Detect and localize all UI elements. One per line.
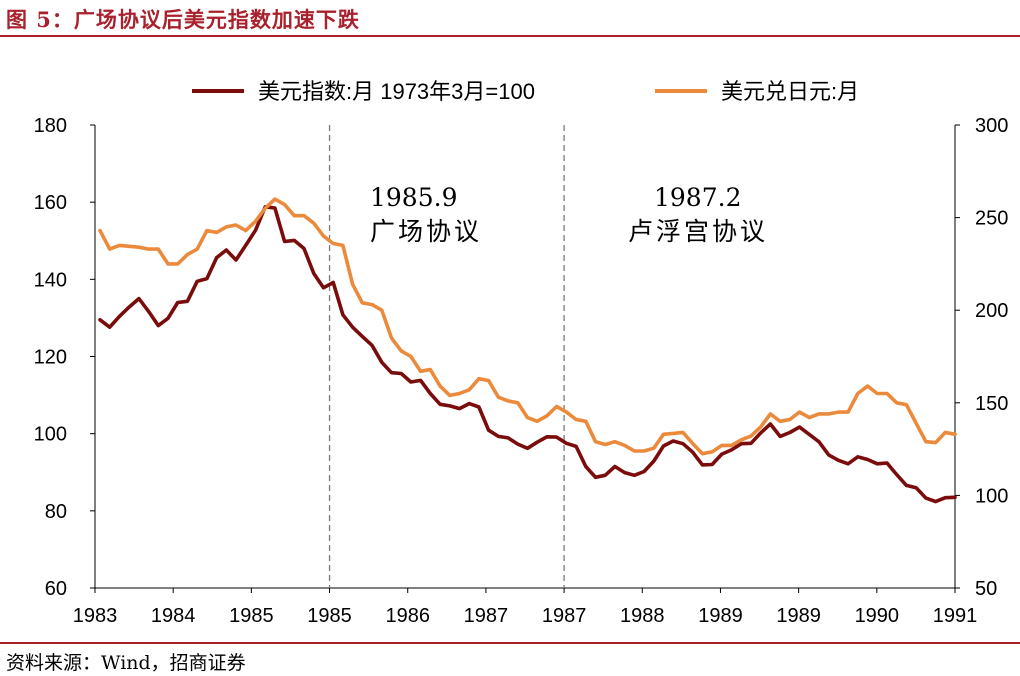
legend-label-1: 美元指数:月 1973年3月=100 xyxy=(258,79,535,104)
annotation-plaza-accord: 广场协议 xyxy=(370,217,482,246)
y-left-tick-label: 60 xyxy=(45,578,67,600)
y-left-tick-label: 140 xyxy=(34,269,67,291)
x-tick-label: 1983 xyxy=(73,605,118,627)
x-tick-label: 1989 xyxy=(776,605,821,627)
x-tick-label: 1984 xyxy=(151,605,196,627)
source-rule xyxy=(0,642,1020,644)
y-right-tick-label: 200 xyxy=(975,300,1008,322)
x-tick-label: 1987 xyxy=(542,605,587,627)
series-line-1 xyxy=(98,205,957,504)
y-left-tick-label: 160 xyxy=(34,192,67,214)
legend-label-2: 美元兑日元:月 xyxy=(721,79,859,104)
annotation-1987-2-date: 1987.2 xyxy=(654,183,741,212)
x-tick-label: 1985 xyxy=(229,605,274,627)
x-tick-label: 1990 xyxy=(855,605,900,627)
chart-annotations: 1985.9 广场协议 1987.2 卢浮宫协议 xyxy=(370,183,768,246)
annotation-1985-9-date: 1985.9 xyxy=(370,183,457,212)
x-tick-label: 1987 xyxy=(464,605,509,627)
y-left-tick-label: 100 xyxy=(34,424,67,446)
x-tick-label: 1991 xyxy=(933,605,978,627)
x-tick-label: 1988 xyxy=(620,605,665,627)
y-left-tick-label: 80 xyxy=(45,501,67,523)
source-note: 资料来源：Wind，招商证券 xyxy=(6,652,246,674)
x-tick-label: 1985 xyxy=(307,605,352,627)
chart-legend: 美元指数:月 1973年3月=100 美元兑日元:月 xyxy=(192,79,859,104)
y-left-tick-label: 180 xyxy=(34,115,67,137)
y-right-tick-label: 150 xyxy=(975,393,1008,415)
x-tick-label: 1986 xyxy=(385,605,430,627)
y-right-tick-label: 250 xyxy=(975,208,1008,230)
y-right-tick-label: 100 xyxy=(975,485,1008,507)
title-rule xyxy=(0,35,1020,37)
x-tick-label: 1989 xyxy=(698,605,743,627)
y-left-tick-label: 120 xyxy=(34,347,67,369)
line-chart: 美元指数:月 1973年3月=100 美元兑日元:月 60 80 100 120 140 1… xyxy=(34,79,1009,627)
annotation-louvre-accord: 卢浮宫协议 xyxy=(628,217,768,246)
y-right-tick-label: 50 xyxy=(975,578,997,600)
chart-axes: 60 80 100 120 140 160 180 50 100 150 200 250 300 1983… xyxy=(34,115,1009,627)
chart-plot xyxy=(98,197,957,504)
figure-title: 图 5：广场协议后美元指数加速下跌 xyxy=(6,7,360,32)
series-line-2 xyxy=(98,197,957,456)
y-right-tick-label: 300 xyxy=(975,115,1008,137)
